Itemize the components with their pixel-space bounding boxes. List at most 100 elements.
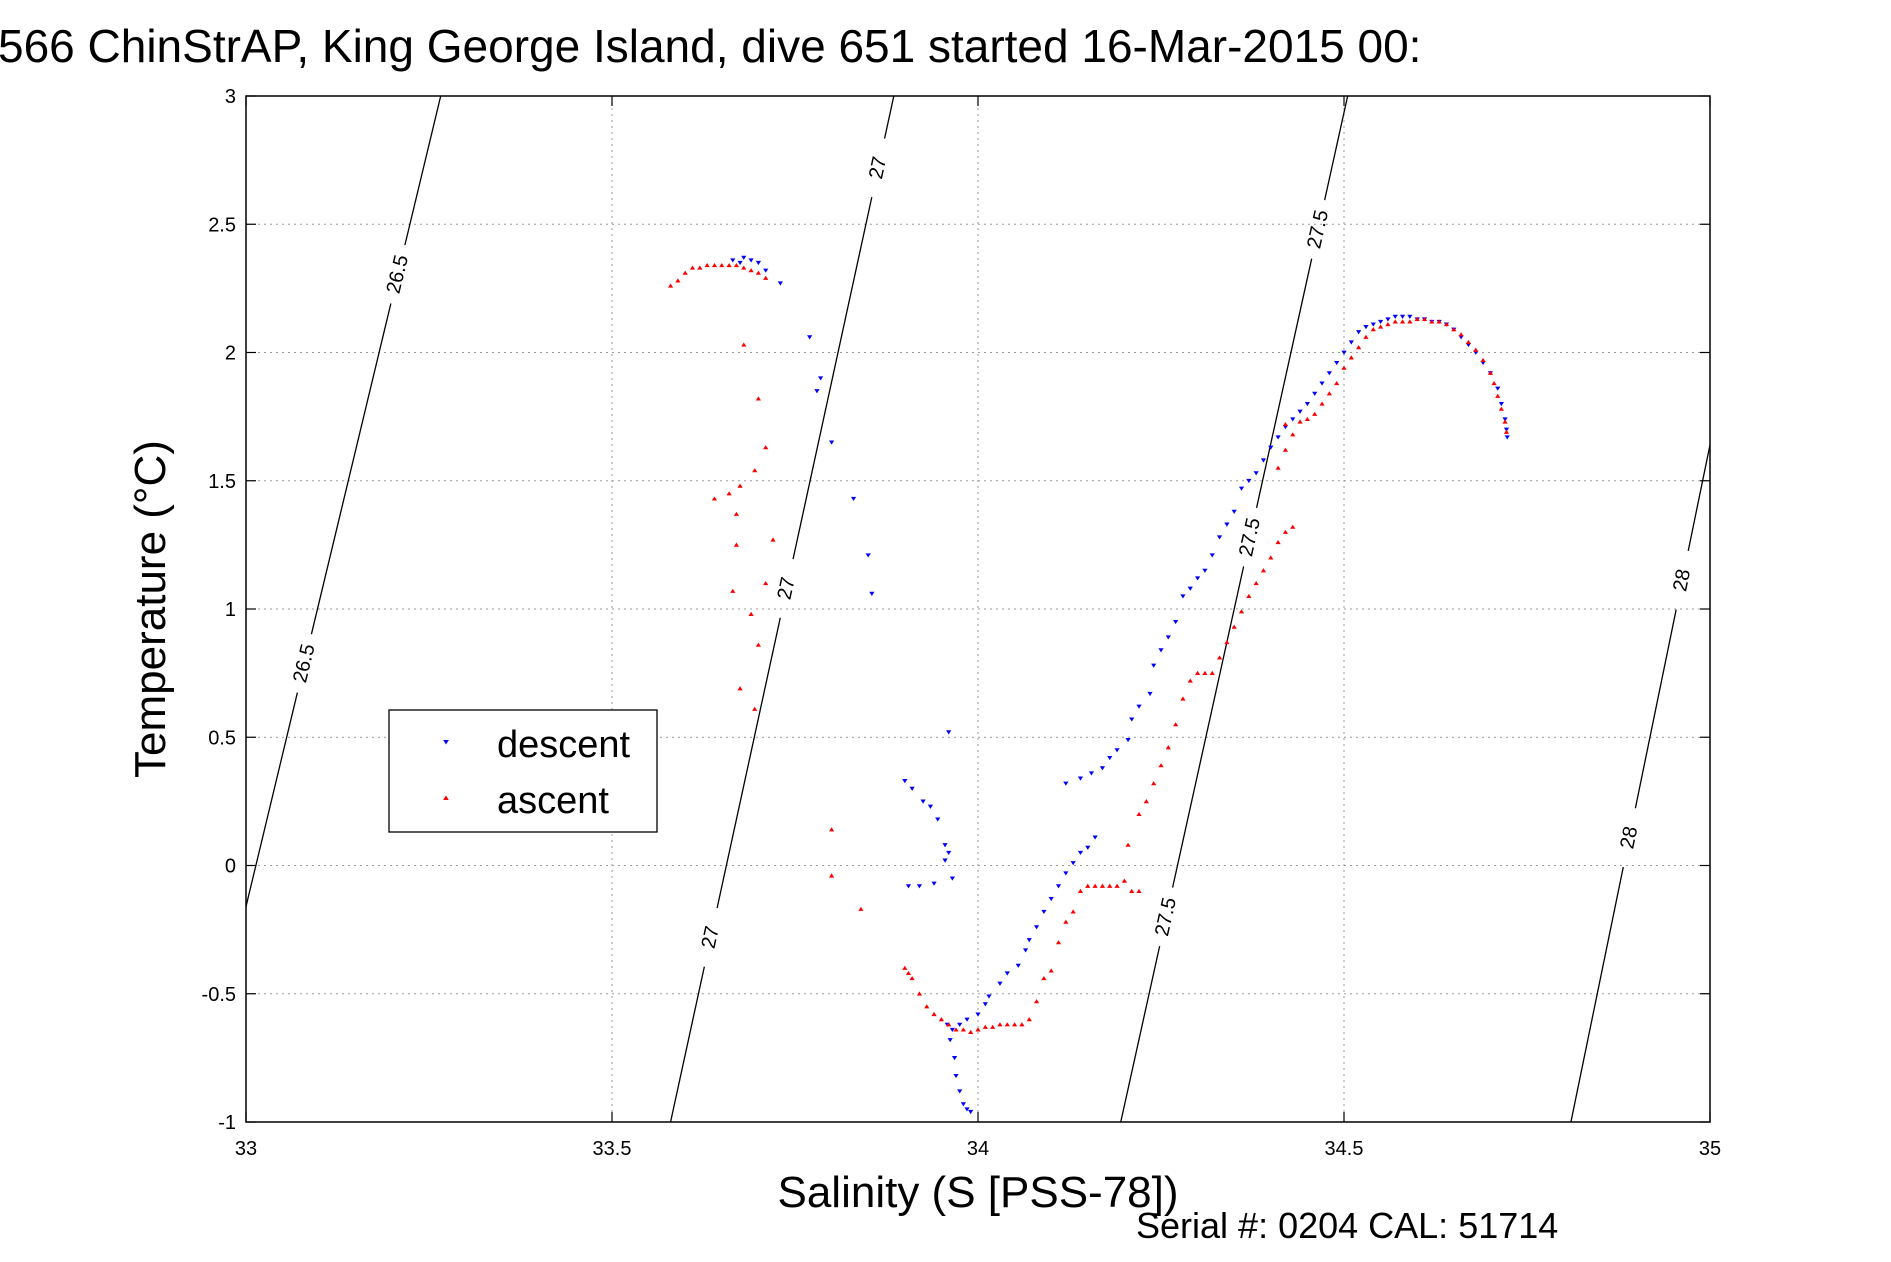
point-ascent	[1055, 940, 1062, 945]
legend-label-ascent: ascent	[497, 780, 609, 822]
point-ascent	[909, 976, 915, 981]
point-descent	[1370, 322, 1376, 327]
x-tick-label: 35	[1699, 1138, 1721, 1160]
isopycnal-line	[404, 95, 442, 246]
point-ascent	[1502, 419, 1508, 424]
point-ascent	[770, 537, 776, 542]
point-descent	[909, 786, 915, 791]
point-ascent	[1363, 334, 1369, 339]
isopycnal-label: 27.5	[1303, 208, 1333, 251]
isopycnal-label: 26.5	[383, 253, 413, 296]
point-descent	[1180, 594, 1186, 599]
legend-marker-descent	[443, 740, 449, 745]
point-descent	[916, 884, 923, 889]
point-descent	[942, 843, 948, 848]
point-ascent	[1224, 640, 1230, 645]
point-ascent	[1451, 327, 1457, 332]
point-descent	[807, 335, 813, 340]
point-ascent	[1378, 324, 1384, 329]
point-descent	[1334, 360, 1340, 366]
point-descent	[1125, 737, 1131, 743]
point-ascent	[1195, 670, 1201, 675]
point-ascent	[975, 1027, 981, 1032]
point-descent	[975, 1012, 981, 1017]
point-ascent	[1085, 883, 1091, 888]
point-descent	[953, 1074, 959, 1079]
point-ascent	[748, 611, 754, 616]
point-descent	[931, 881, 937, 886]
point-ascent	[960, 1027, 966, 1032]
point-descent	[949, 876, 955, 881]
point-ascent	[1033, 999, 1040, 1004]
point-ascent	[946, 1022, 952, 1027]
point-descent	[1077, 776, 1084, 781]
point-descent	[1498, 401, 1504, 407]
point-ascent	[1158, 763, 1164, 768]
point-ascent	[1473, 347, 1479, 352]
point-descent	[869, 591, 875, 596]
point-ascent	[1421, 316, 1428, 321]
point-ascent	[1165, 745, 1171, 750]
point-descent	[1341, 350, 1347, 355]
point-descent	[957, 1089, 963, 1094]
point-ascent	[733, 262, 740, 268]
point-ascent	[1216, 655, 1223, 660]
isopycnal-line	[1171, 566, 1245, 888]
point-descent	[814, 389, 820, 394]
point-descent	[982, 1002, 988, 1007]
isopycnal-line	[1255, 258, 1313, 509]
point-ascent	[689, 265, 696, 270]
point-ascent	[755, 642, 761, 647]
point-ascent	[1143, 799, 1149, 804]
isopycnal-line	[792, 196, 873, 560]
point-ascent	[938, 1017, 944, 1022]
point-descent	[927, 804, 934, 809]
point-descent	[905, 884, 912, 889]
point-descent	[1363, 325, 1369, 330]
y-tick-label: 1	[225, 599, 236, 621]
point-ascent	[1238, 609, 1245, 614]
y-tick-label: 1.5	[208, 471, 236, 493]
point-descent	[737, 260, 743, 266]
point-ascent	[829, 873, 835, 878]
point-ascent	[748, 268, 754, 273]
isopycnal-label: 27	[698, 924, 724, 950]
point-descent	[1048, 897, 1054, 902]
point-descent	[997, 981, 1003, 986]
point-ascent	[1004, 1022, 1010, 1027]
point-ascent	[682, 270, 688, 275]
isopycnal-label: 28	[1669, 567, 1695, 593]
point-descent	[935, 817, 941, 822]
serial-cal-footer: Serial #: 0204 CAL: 51714	[1136, 1205, 1558, 1246]
point-descent	[1107, 755, 1113, 761]
point-ascent	[755, 396, 761, 401]
point-ascent	[737, 686, 743, 691]
point-descent	[1304, 401, 1310, 407]
point-ascent	[1480, 357, 1486, 363]
point-ascent	[1253, 581, 1259, 586]
point-ascent	[737, 483, 743, 488]
point-ascent	[726, 262, 732, 268]
isopycnal-line	[310, 303, 392, 635]
point-ascent	[1125, 842, 1131, 847]
point-descent	[1129, 717, 1135, 722]
axis-ticks: 33 33.5 34 34.5 35 -1 -0.5 0 0.5 1 1.5 2 2.5 3	[202, 86, 1722, 1160]
point-ascent	[752, 706, 758, 711]
point-ascent	[1465, 339, 1472, 345]
data-points	[667, 255, 1510, 1115]
point-ascent	[1114, 883, 1120, 888]
x-tick-label: 34.5	[1325, 1138, 1364, 1160]
point-ascent	[1099, 883, 1106, 888]
point-descent	[1356, 330, 1362, 335]
point-ascent	[1487, 370, 1493, 375]
point-descent	[1319, 381, 1325, 386]
point-ascent	[1334, 380, 1340, 386]
point-descent	[1326, 371, 1332, 376]
point-descent	[1268, 445, 1274, 450]
point-ascent	[1414, 316, 1420, 321]
point-ascent	[1077, 888, 1084, 893]
point-ascent	[1246, 593, 1252, 598]
point-ascent	[730, 588, 736, 593]
point-descent	[1147, 691, 1153, 696]
point-descent	[1378, 319, 1384, 325]
